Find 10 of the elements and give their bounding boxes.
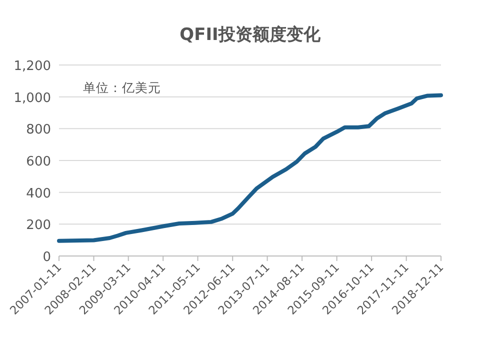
y-tick-label: 200 [26,218,51,234]
y-tick-label: 400 [26,186,51,202]
y-tick-label: 1,200 [14,59,51,74]
y-tick-label: 800 [26,122,51,138]
line-series [57,93,443,243]
y-tick-label: 1,000 [14,90,51,106]
y-tick-label: 0 [42,250,51,265]
annotation: 单位：亿美元 [83,80,161,95]
chart-title: QFII投资额度变化 [180,25,322,45]
y-tick-label: 600 [26,154,51,170]
